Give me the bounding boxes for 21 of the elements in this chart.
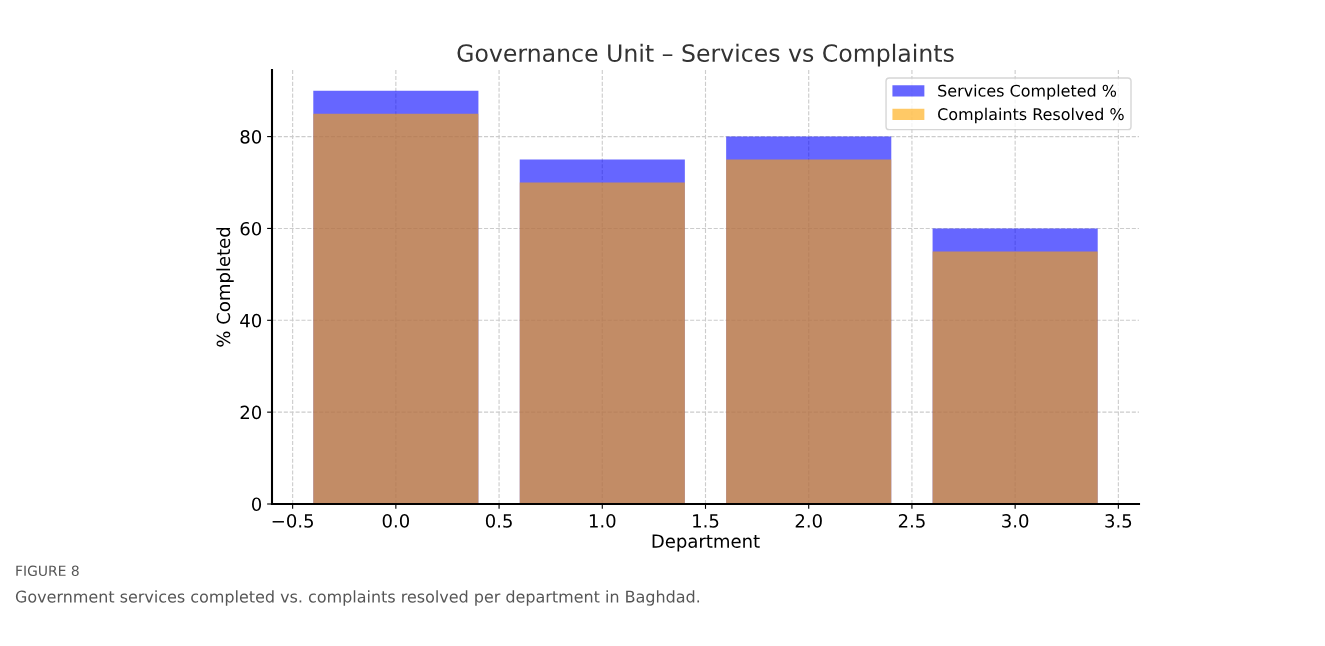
x-tick-label: 3.5 — [1105, 514, 1132, 528]
y-axis-title: % Completed — [216, 227, 234, 347]
x-tick-label: 2.5 — [898, 514, 925, 528]
legend-label: Complaints Resolved % — [938, 107, 1124, 124]
y-tick-label: 20 — [240, 405, 262, 420]
x-tick-label: 1.0 — [589, 514, 616, 528]
legend-label: Services Completed % — [938, 84, 1117, 100]
y-tick-label: 60 — [240, 221, 262, 236]
x-tick-label: 0.0 — [382, 514, 410, 528]
x-axis-title: Department — [652, 534, 760, 552]
x-tick-label: 1.5 — [693, 514, 719, 528]
text: Government services completed vs. complaints resolved per department in Baghdad. — [15, 590, 700, 606]
x-tick-label: 0.5 — [485, 514, 512, 528]
x-tick-label: 3.0 — [1002, 514, 1029, 528]
y-tick-label: 80 — [240, 130, 262, 144]
caption: FIGURE 8 — [16, 565, 79, 577]
x-tick-label: −0.5 — [272, 514, 313, 528]
y-tick-label: 0 — [251, 497, 262, 512]
y-tick-label: 40 — [240, 313, 262, 328]
x-tick-label: 2.0 — [795, 514, 822, 528]
chart-title: Governance Unit – Services vs Complaints — [457, 43, 954, 67]
